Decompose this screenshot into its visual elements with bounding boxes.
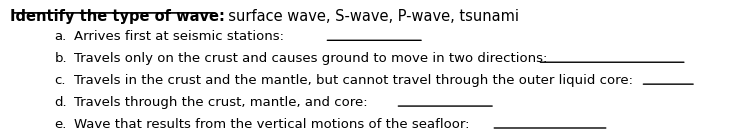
Text: Wave that results from the vertical motions of the seafloor:: Wave that results from the vertical moti… [74,118,470,131]
Text: b.: b. [55,52,68,65]
Text: surface wave, S-wave, P-wave, tsunami: surface wave, S-wave, P-wave, tsunami [220,9,520,24]
Text: Travels in the crust and the mantle, but cannot travel through the outer liquid : Travels in the crust and the mantle, but… [74,74,633,87]
Text: d.: d. [55,96,68,109]
Text: Travels only on the crust and causes ground to move in two directions:: Travels only on the crust and causes gro… [74,52,548,65]
Text: Arrives first at seismic stations:: Arrives first at seismic stations: [74,30,284,43]
Text: a.: a. [55,30,67,43]
Text: Travels through the crust, mantle, and core:: Travels through the crust, mantle, and c… [74,96,368,109]
Text: Identify the type of wave:: Identify the type of wave: [10,9,225,24]
Text: e.: e. [55,118,67,131]
Text: c.: c. [55,74,66,87]
